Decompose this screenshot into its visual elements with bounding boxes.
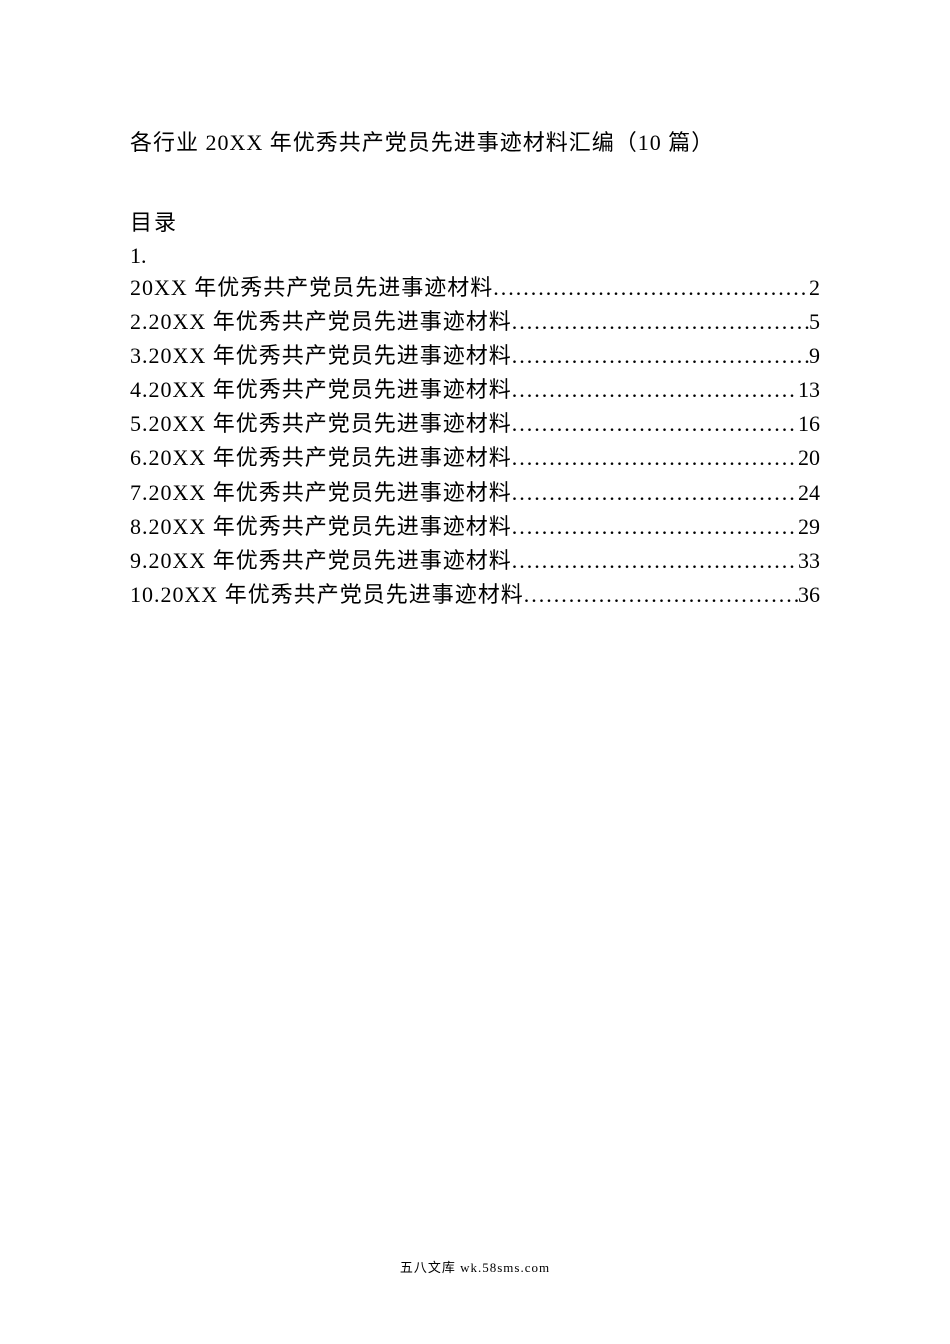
toc-dots	[512, 441, 798, 475]
toc-item-page: 13	[798, 373, 820, 407]
toc-item-page: 2	[809, 271, 820, 305]
toc-item: 3.20XX 年优秀共产党员先进事迹材料 9	[130, 339, 820, 373]
toc-dots	[493, 271, 809, 305]
toc-item-label: 9.20XX 年优秀共产党员先进事迹材料	[130, 544, 512, 578]
toc-item-label: 7.20XX 年优秀共产党员先进事迹材料	[130, 476, 512, 510]
toc-dots	[524, 578, 798, 612]
toc-dots	[512, 510, 798, 544]
toc-item: 6.20XX 年优秀共产党员先进事迹材料 20	[130, 441, 820, 475]
toc-dots	[512, 339, 809, 373]
toc-dots	[512, 407, 798, 441]
toc-item: 10.20XX 年优秀共产党员先进事迹材料 36	[130, 578, 820, 612]
toc-item-page: 20	[798, 441, 820, 475]
toc-item-label: 5.20XX 年优秀共产党员先进事迹材料	[130, 407, 512, 441]
toc-item: 7.20XX 年优秀共产党员先进事迹材料 24	[130, 476, 820, 510]
toc-item-label: 4.20XX 年优秀共产党员先进事迹材料	[130, 373, 512, 407]
toc-item: 9.20XX 年优秀共产党员先进事迹材料 33	[130, 544, 820, 578]
toc-item-label: 3.20XX 年优秀共产党员先进事迹材料	[130, 339, 512, 373]
toc-item-page: 24	[798, 476, 820, 510]
toc-item-label: 10.20XX 年优秀共产党员先进事迹材料	[130, 578, 524, 612]
document-page: 各行业 20XX 年优秀共产党员先进事迹材料汇编（10 篇） 目录 1. 20X…	[0, 0, 950, 612]
toc-item-page: 16	[798, 407, 820, 441]
toc-first-number: 1.	[130, 243, 820, 269]
toc-item-page: 36	[798, 578, 820, 612]
toc-item: 4.20XX 年优秀共产党员先进事迹材料 13	[130, 373, 820, 407]
toc-item-label: 2.20XX 年优秀共产党员先进事迹材料	[130, 305, 512, 339]
toc-item-label: 8.20XX 年优秀共产党员先进事迹材料	[130, 510, 512, 544]
toc-item-page: 29	[798, 510, 820, 544]
toc-heading: 目录	[130, 205, 820, 237]
page-title: 各行业 20XX 年优秀共产党员先进事迹材料汇编（10 篇）	[130, 125, 820, 157]
toc-item-page: 9	[809, 339, 820, 373]
toc-item: 2.20XX 年优秀共产党员先进事迹材料 5	[130, 305, 820, 339]
toc-item-label: 6.20XX 年优秀共产党员先进事迹材料	[130, 441, 512, 475]
toc-dots	[512, 305, 809, 339]
toc-item: 8.20XX 年优秀共产党员先进事迹材料 29	[130, 510, 820, 544]
page-footer: 五八文库 wk.58sms.com	[0, 1257, 950, 1276]
toc-dots	[512, 544, 798, 578]
toc-item-label: 20XX 年优秀共产党员先进事迹材料	[130, 271, 493, 305]
toc-item: 5.20XX 年优秀共产党员先进事迹材料 16	[130, 407, 820, 441]
toc-item-page: 33	[798, 544, 820, 578]
toc-item-page: 5	[809, 305, 820, 339]
toc-dots	[512, 373, 798, 407]
toc-dots	[512, 476, 798, 510]
toc-item: 20XX 年优秀共产党员先进事迹材料 2	[130, 271, 820, 305]
